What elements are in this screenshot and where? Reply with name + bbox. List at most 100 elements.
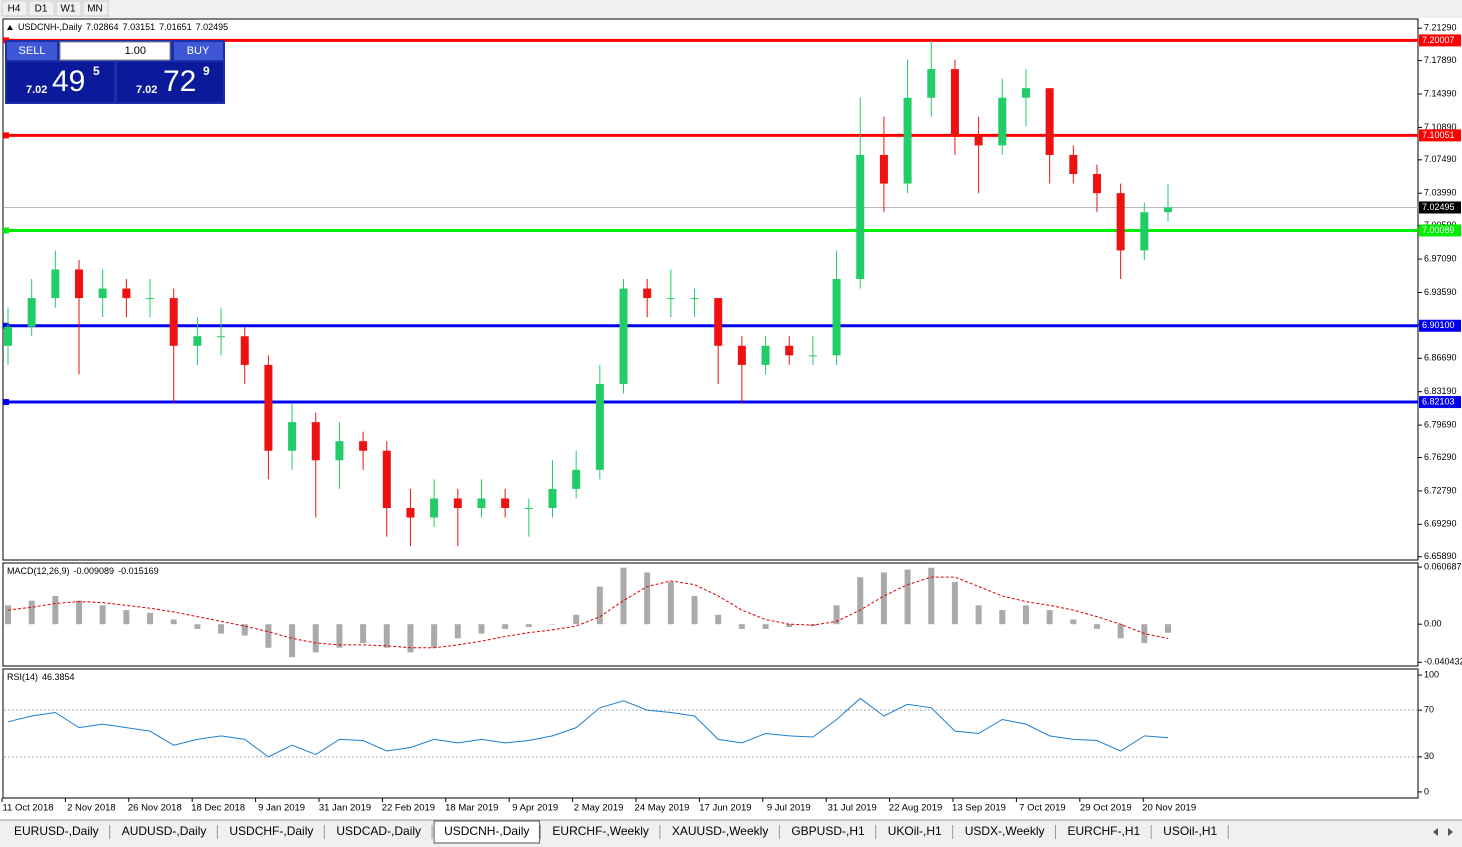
macd-bar — [1046, 610, 1053, 625]
level-label: 6.82103 — [1422, 396, 1455, 406]
level-label: 7.10051 — [1422, 130, 1455, 140]
candle-body — [666, 298, 675, 300]
candle-body — [311, 422, 320, 461]
tab-label: EURUSD-,Daily — [14, 824, 99, 838]
y-tick-label: 6.93590 — [1424, 287, 1457, 297]
macd-bar — [738, 624, 745, 629]
toolbar — [0, 0, 1462, 18]
level-label: 6.90100 — [1422, 320, 1455, 330]
macd-bar — [762, 624, 769, 629]
macd-bar — [336, 624, 343, 648]
macd-bar — [407, 624, 414, 653]
timeframe-label: D1 — [35, 4, 48, 15]
tab[interactable] — [877, 823, 952, 841]
macd-tick-label: -0.040432 — [1424, 657, 1462, 667]
candle-body — [1069, 154, 1078, 175]
level-label-box — [1419, 129, 1461, 142]
x-tick-label: 13 Sep 2019 — [952, 803, 1006, 814]
ask-big: 7.02 — [136, 84, 157, 96]
macd-bar — [951, 581, 958, 625]
macd-bar — [1022, 605, 1029, 625]
bid-frac: 5 — [93, 64, 100, 78]
lot-input[interactable] — [59, 41, 171, 61]
y-tick-label: 7.21290 — [1424, 23, 1457, 33]
macd-bar — [857, 577, 864, 625]
y-tick-label: 7.03990 — [1424, 188, 1457, 198]
tab[interactable] — [1153, 823, 1228, 841]
ohlc-value: 7.01651 — [159, 22, 192, 32]
sell-button[interactable] — [7, 42, 57, 60]
tab[interactable] — [542, 823, 659, 841]
candle-body — [950, 69, 959, 136]
lot-value: 1.00 — [125, 45, 146, 57]
rsi-title: RSI(14) — [7, 672, 38, 682]
candle-body — [737, 345, 746, 365]
candle-body — [51, 269, 60, 299]
y-tick-label: 7.17890 — [1424, 55, 1457, 65]
macd-header: MACD(12,26,9) -0.009089 -0.015169 — [7, 566, 159, 576]
timeframe-button[interactable] — [55, 0, 82, 17]
rsi-value: 46.3854 — [42, 672, 75, 682]
timeframe-label: MN — [87, 4, 103, 15]
y-tick-label: 6.86690 — [1424, 353, 1457, 363]
candle-body — [240, 336, 249, 365]
level-label-box — [1419, 224, 1461, 237]
tab[interactable] — [219, 823, 324, 841]
candle-body — [903, 97, 912, 184]
level-label: 7.00089 — [1422, 225, 1455, 235]
macd-bar — [218, 624, 225, 634]
tab[interactable] — [111, 823, 217, 841]
rsi-tick-label: 100 — [1424, 669, 1439, 679]
level-handle — [3, 322, 9, 329]
bid-box[interactable] — [7, 62, 114, 102]
tab[interactable] — [781, 823, 875, 841]
candle-body — [998, 97, 1007, 146]
rsi-tick-label: 70 — [1424, 705, 1434, 715]
macd-bar — [596, 586, 603, 625]
tab[interactable] — [4, 823, 109, 841]
candle-body — [430, 498, 439, 518]
macd-title: MACD(12,26,9) — [7, 566, 70, 576]
candle-body — [856, 154, 865, 280]
tab[interactable] — [326, 823, 432, 841]
macd-bar — [289, 624, 296, 658]
tab-label: USDCAD-,Daily — [336, 824, 421, 838]
candle-body — [1116, 193, 1125, 251]
x-tick-label: 17 Jun 2019 — [699, 803, 751, 814]
current-price-label: 7.02495 — [1422, 202, 1455, 212]
buy-button[interactable] — [174, 42, 223, 60]
tab-scroll-left[interactable] — [1433, 828, 1438, 836]
tab-label: USDCHF-,Daily — [229, 824, 313, 838]
tab-label: XAUUSD-,Weekly — [672, 824, 768, 838]
tab[interactable] — [433, 820, 540, 844]
candle-body — [382, 450, 391, 508]
candle-body — [879, 154, 888, 184]
rsi-panel — [2, 668, 1419, 799]
macd-bar — [975, 605, 982, 625]
x-tick-label: 22 Feb 2019 — [382, 803, 435, 814]
x-tick-label: 18 Mar 2019 — [445, 803, 498, 814]
x-tick-label: 9 Jul 2019 — [767, 803, 811, 814]
candle-body — [122, 288, 131, 299]
rsi-line — [7, 697, 1169, 758]
tab[interactable] — [661, 823, 779, 841]
tab-label: EURCHF-,Weekly — [552, 824, 648, 838]
macd-bar — [454, 624, 461, 639]
bid-big: 7.02 — [26, 84, 47, 96]
candle-body — [619, 288, 628, 384]
tab-scroll-right[interactable] — [1448, 828, 1453, 836]
macd-signal-value: -0.015169 — [118, 566, 159, 576]
ask-box[interactable] — [117, 62, 223, 102]
timeframe-button[interactable] — [28, 0, 55, 17]
tab[interactable] — [1057, 823, 1151, 841]
timeframe-button[interactable] — [1, 0, 28, 17]
candle-body — [146, 298, 155, 300]
timeframe-button[interactable] — [82, 0, 109, 17]
macd-bar — [1117, 624, 1124, 639]
y-tick-label: 6.69290 — [1424, 519, 1457, 529]
tab-label: USDX-,Weekly — [965, 824, 1045, 838]
macd-bar — [52, 595, 59, 625]
tab[interactable] — [954, 823, 1055, 841]
macd-bar — [170, 619, 177, 625]
candle-body — [761, 345, 770, 365]
